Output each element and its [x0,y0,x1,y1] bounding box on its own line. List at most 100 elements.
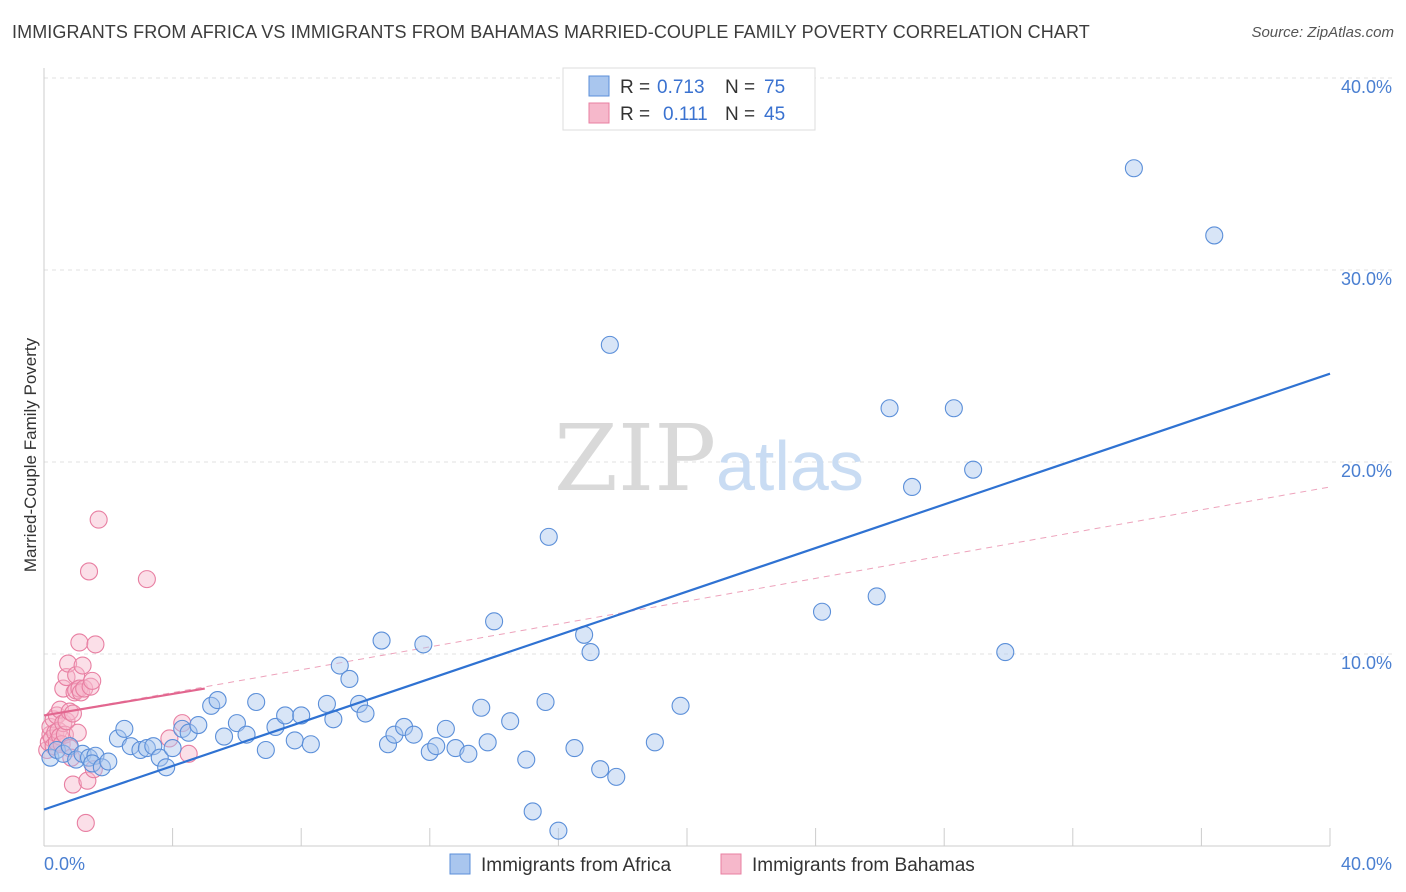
africa-point-34 [301,735,320,754]
africa-point-60 [549,821,568,840]
legend-r-value-bahamas: 0.111 [663,104,708,125]
africa-point-58 [536,692,555,712]
africa-point-13 [121,737,140,756]
africa-point-51 [459,744,478,763]
africa-point-69 [812,602,832,621]
y-axis-label: Married-Couple Family Poverty [21,337,40,572]
africa-point-10 [99,752,118,771]
africa-point-12 [115,719,134,738]
africa-point-59 [539,527,558,546]
africa-trend-line [43,372,1331,811]
africa-point-54 [485,612,504,631]
bahamas-trend-line [43,687,205,717]
y-tick-labels: 10.0% 20.0% 30.0% 40.0% [1341,77,1392,673]
x-tick-labels: 0.0% 40.0% [44,854,1392,874]
correlation-legend: R = 0.713 N = 75 R = 0.111 N = 45 [562,67,816,131]
bahamas-point-40 [86,635,105,654]
africa-point-48 [427,737,446,756]
africa-point-42 [378,735,398,754]
africa-point-8 [83,754,102,773]
africa-point-22 [189,715,208,735]
africa-point-6 [79,748,99,767]
africa-point-32 [285,731,304,750]
africa-point-74 [964,460,983,479]
legend-swatch-bahamas [588,102,610,124]
grid-lines [44,77,1392,655]
legend-r-value-africa: 0.713 [657,77,705,98]
bahamas-point-44 [173,714,192,733]
africa-point-45 [404,725,423,744]
africa-point-26 [227,714,246,733]
africa-point-29 [256,740,275,760]
legend-n-value-africa: 75 [764,77,785,98]
africa-point-49 [436,719,455,738]
africa-point-44 [395,717,414,737]
africa-point-28 [247,692,266,712]
legend-swatch-africa [588,75,610,97]
bottom-legend-swatch-africa [449,853,471,875]
bahamas-point-23 [63,775,82,794]
bahamas-point-38 [83,671,102,690]
africa-point-37 [330,656,349,675]
africa-point-70 [867,587,886,606]
bahamas-point-32 [73,656,92,675]
africa-point-67 [645,733,664,752]
bahamas-point-35 [78,771,97,790]
legend-n-value-bahamas: 45 [764,104,785,125]
bahamas-point-41 [89,510,108,529]
legend-n-label-bahamas: N = [725,104,755,125]
bahamas-point-36 [79,562,99,581]
africa-point-77 [1205,226,1224,245]
africa-point-53 [478,733,497,752]
africa-point-31 [276,706,295,725]
africa-point-68 [671,696,690,715]
legend-n-label-africa: N = [725,77,755,98]
bahamas-point-28 [68,723,87,742]
bahamas-point-30 [70,633,89,652]
africa-point-33 [292,706,311,725]
africa-point-57 [523,802,542,821]
africa-point-40 [356,704,375,723]
bahamas-trend-extended [43,486,1331,716]
africa-points [41,159,1331,840]
africa-point-56 [517,750,536,769]
africa-point-66 [607,767,626,786]
africa-point-30 [266,717,285,737]
africa-point-19 [163,739,182,758]
africa-point-71 [880,399,899,418]
africa-point-38 [340,669,359,689]
watermark-atlas: atlas [716,427,864,505]
africa-point-24 [208,691,227,710]
africa-point-64 [591,760,610,779]
africa-point-65 [600,335,619,354]
bottom-legend-label-bahamas: Immigrants from Bahamas [752,855,975,876]
africa-point-73 [944,399,963,418]
bahamas-point-34 [76,813,95,833]
bottom-legend-label-africa: Immigrants from Africa [481,855,671,876]
bottom-legend-swatch-bahamas [720,853,742,875]
axes [43,68,1331,847]
series-legend: Immigrants from Africa Immigrants from B… [449,853,975,876]
africa-point-63 [581,643,600,662]
africa-point-41 [372,631,391,650]
africa-point-16 [144,737,163,756]
bahamas-point-27 [67,666,86,685]
africa-point-76 [1124,159,1143,178]
africa-point-17 [150,748,169,767]
bahamas-point-24 [63,704,82,723]
africa-point-61 [565,739,584,758]
x-tick-label-1: 40.0% [1341,854,1392,874]
legend-r-label-bahamas: R = [620,104,650,125]
bahamas-point-43 [160,729,179,748]
africa-point-39 [350,694,369,713]
bahamas-point-42 [137,570,156,589]
africa-point-52 [472,698,491,717]
africa-point-35 [317,694,336,713]
africa-point-46 [414,635,433,654]
y-tick-label-0: 10.0% [1341,653,1392,673]
africa-point-72 [902,477,922,497]
source-label: Source: ZipAtlas.com [1251,24,1394,41]
africa-point-75 [996,643,1015,662]
africa-point-15 [137,739,156,758]
